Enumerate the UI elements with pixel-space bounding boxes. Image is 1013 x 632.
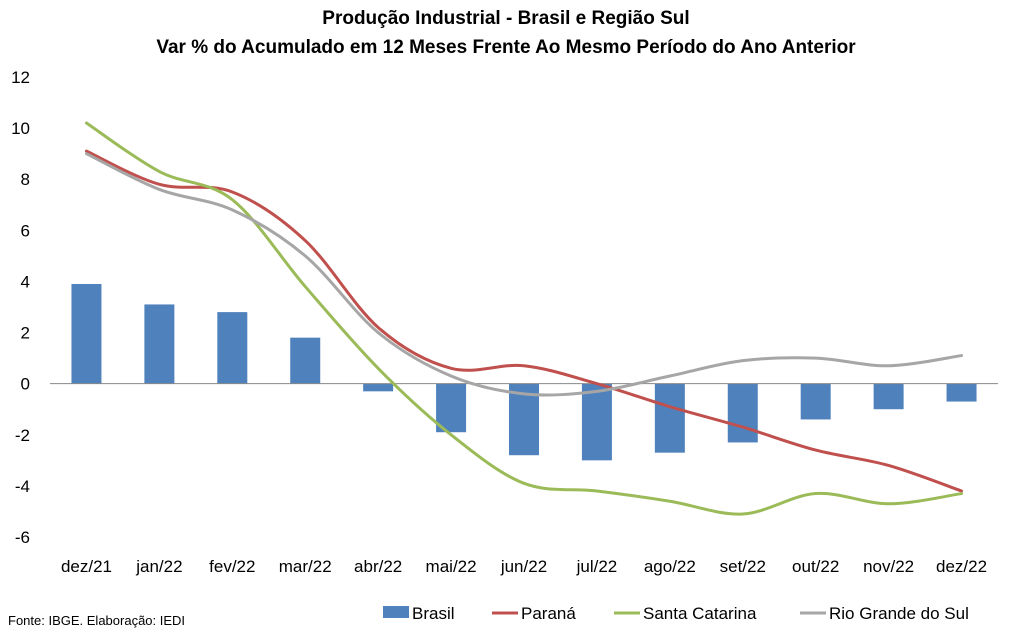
bar-brasil <box>290 337 321 384</box>
y-tick-label: 2 <box>21 324 30 343</box>
y-tick-label: 8 <box>21 170 30 189</box>
x-tick-label: abr/22 <box>354 557 402 576</box>
chart-subtitle: Var % do Acumulado em 12 Meses Frente Ao… <box>156 37 856 58</box>
y-tick-label: -4 <box>15 477 30 496</box>
y-tick-label: 10 <box>11 119 30 138</box>
chart-title: Produção Industrial - Brasil e Região Su… <box>322 8 689 29</box>
y-tick-label: 4 <box>21 272 30 291</box>
y-axis: 12 10 8 6 4 2 0 -2 -4 -6 <box>11 68 30 547</box>
x-tick-label: dez/22 <box>936 557 987 576</box>
x-tick-label: jan/22 <box>135 557 182 576</box>
x-tick-label: ago/22 <box>644 557 696 576</box>
x-tick-label: out/22 <box>792 557 839 576</box>
bar-brasil <box>727 383 758 443</box>
x-tick-label: set/22 <box>720 557 766 576</box>
x-tick-label: nov/22 <box>863 557 914 576</box>
bar-series-brasil <box>71 284 977 461</box>
bar-brasil <box>654 383 685 453</box>
y-tick-label: 0 <box>21 375 30 394</box>
legend-label: Brasil <box>412 604 455 623</box>
bar-brasil <box>71 284 102 384</box>
legend: Brasil Paraná Santa Catarina Rio Grande do … <box>383 604 969 623</box>
bar-brasil <box>144 304 175 384</box>
x-tick-label: mai/22 <box>426 557 477 576</box>
bar-brasil <box>873 383 904 410</box>
line-series <box>84 121 964 516</box>
y-tick-label: -2 <box>15 426 30 445</box>
bar-brasil <box>581 383 612 461</box>
y-tick-label: -6 <box>15 528 30 547</box>
x-tick-label: mar/22 <box>279 557 332 576</box>
line-santa-catarina <box>84 121 964 516</box>
line-rio-grande-do-sul <box>84 152 964 397</box>
x-tick-label: jun/22 <box>500 557 547 576</box>
y-tick-label: 6 <box>21 221 30 240</box>
bar-brasil <box>436 383 467 433</box>
legend-swatch <box>383 606 409 618</box>
line-paran- <box>84 149 964 493</box>
legend-label: Santa Catarina <box>643 604 757 623</box>
bar-brasil <box>946 383 977 402</box>
x-axis: dez/21 jan/22 fev/22 mar/22 abr/22 mai/22 jun/… <box>61 557 987 576</box>
bar-brasil <box>217 312 248 384</box>
x-tick-label: dez/21 <box>61 557 112 576</box>
bar-brasil <box>800 383 831 420</box>
y-tick-label: 12 <box>11 68 30 87</box>
x-tick-label: fev/22 <box>209 557 255 576</box>
legend-label: Paraná <box>521 604 576 623</box>
source-note: Fonte: IBGE. Elaboração: IEDI <box>8 613 185 628</box>
bar-brasil <box>363 383 394 392</box>
legend-label: Rio Grande do Sul <box>829 604 969 623</box>
x-tick-label: jul/22 <box>576 557 618 576</box>
